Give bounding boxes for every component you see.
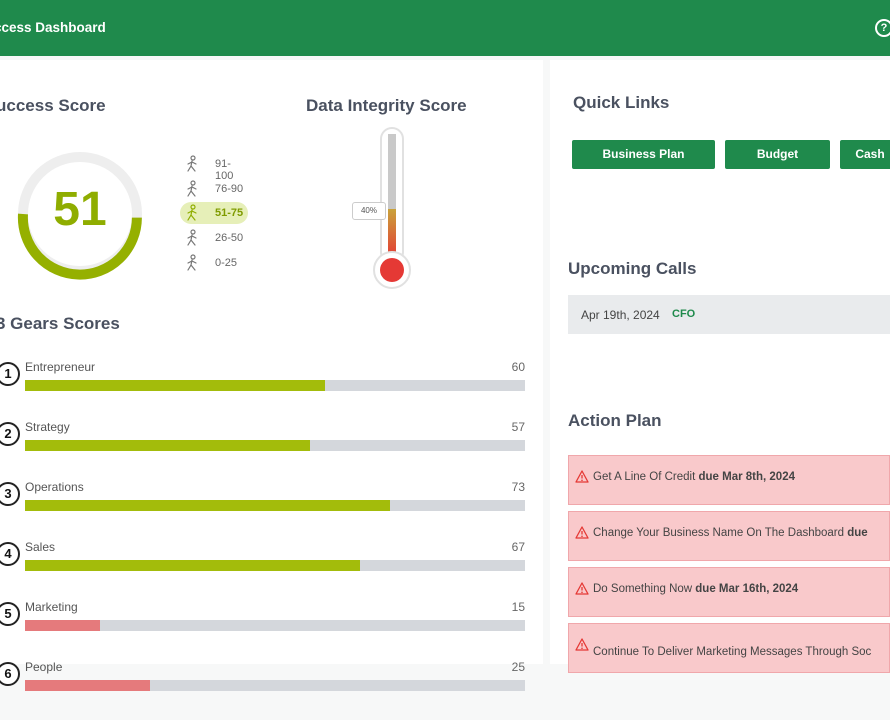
action-text: Do Something Now due Mar 16th, 2024 — [593, 583, 799, 595]
action-item[interactable]: Change Your Business Name On The Dashboa… — [568, 511, 890, 561]
action-item[interactable]: Continue To Deliver Marketing Messages T… — [568, 623, 890, 673]
gear-progress-track — [25, 560, 525, 571]
gear-name: People — [25, 660, 63, 674]
gear-name: Entrepreneur — [25, 360, 96, 374]
help-icon[interactable]: ? — [875, 19, 890, 37]
legend-range-label: 0-25 — [215, 257, 238, 269]
thermometer-tube — [388, 134, 396, 259]
gauge-progress-arc — [17, 213, 142, 280]
gear-score-row: 3 Operations 73 — [0, 480, 543, 540]
thermometer-fill — [388, 209, 396, 259]
budget-button[interactable]: Budget — [725, 140, 830, 169]
gear-progress-fill — [25, 620, 100, 631]
warning-icon — [575, 582, 589, 595]
warning-icon — [575, 526, 589, 539]
gear-value: 73 — [511, 480, 525, 494]
legend-row: 0-25 — [180, 252, 248, 274]
upcoming-calls-title: Upcoming Calls — [568, 259, 697, 278]
quick-links-title: Quick Links — [573, 93, 670, 112]
legend-range-label: 51-75 — [215, 207, 244, 219]
figure-jog-icon — [187, 180, 197, 197]
gear-progress-fill — [25, 500, 390, 511]
gear-score-row: 1 Entrepreneur 60 — [0, 360, 543, 420]
gear-progress-track — [25, 500, 525, 511]
business-plan-button[interactable]: Business Plan — [572, 140, 715, 169]
warning-icon — [575, 470, 589, 483]
gear-score-row: 2 Strategy 57 — [0, 420, 543, 480]
gear-number-icon: 6 — [0, 662, 20, 686]
thermometer-gauge — [373, 127, 411, 289]
gear-number-icon: 3 — [0, 482, 20, 506]
action-item[interactable]: Do Something Now due Mar 16th, 2024 — [568, 567, 890, 617]
figure-crawl-icon — [187, 229, 197, 246]
gears-scores-title: 3 Gears Scores — [0, 314, 120, 333]
call-row[interactable]: Apr 19th, 2024 CFO — [568, 295, 890, 334]
gear-progress-fill — [25, 440, 310, 451]
legend-row: 26-50 — [180, 227, 248, 249]
gear-progress-fill — [25, 680, 150, 691]
success-score-gauge — [17, 152, 142, 280]
legend-row: 51-75 — [180, 202, 248, 224]
figure-run-icon — [187, 155, 197, 172]
success-score-value: 51 — [53, 183, 107, 236]
gear-value: 60 — [511, 360, 525, 374]
integrity-percent-badge: 40% — [352, 202, 386, 220]
gear-progress-track — [25, 380, 525, 391]
cash-button[interactable]: Cash — [840, 140, 890, 169]
gear-number-icon: 4 — [0, 542, 20, 566]
legend-row: 91-100 — [180, 153, 248, 182]
gear-score-row: 6 People 25 — [0, 660, 543, 720]
gear-value: 15 — [511, 600, 525, 614]
legend-range-label: 91-100 — [215, 158, 234, 182]
gear-progress-fill — [25, 560, 360, 571]
gear-progress-track — [25, 620, 525, 631]
gear-name: Marketing — [25, 600, 78, 614]
gear-number-icon: 5 — [0, 602, 20, 626]
action-plan-title: Action Plan — [568, 411, 662, 430]
call-date: Apr 19th, 2024 — [581, 308, 660, 322]
data-integrity-title: Data Integrity Score — [306, 96, 467, 115]
gear-name: Strategy — [25, 420, 70, 434]
gear-value: 25 — [511, 660, 525, 674]
action-text: Change Your Business Name On The Dashboa… — [593, 527, 868, 539]
call-role: CFO — [672, 308, 696, 320]
success-score-title: uccess Score — [0, 96, 106, 115]
top-bar: ccess Dashboard ? — [0, 0, 890, 56]
gear-score-row: 5 Marketing 15 — [0, 600, 543, 660]
gear-score-row: 4 Sales 67 — [0, 540, 543, 600]
page-title: ccess Dashboard — [0, 20, 106, 35]
legend-range-label: 26-50 — [215, 232, 244, 244]
action-text: Continue To Deliver Marketing Messages T… — [593, 646, 872, 658]
gear-number-icon: 1 — [0, 362, 20, 386]
gear-value: 67 — [511, 540, 525, 554]
gear-name: Sales — [25, 540, 56, 554]
gear-progress-fill — [25, 380, 325, 391]
legend-row: 76-90 — [180, 178, 248, 200]
gear-progress-track — [25, 680, 525, 691]
gear-value: 57 — [511, 420, 525, 434]
gear-name: Operations — [25, 480, 84, 494]
warning-icon — [575, 638, 589, 651]
action-item[interactable]: Get A Line Of Credit due Mar 8th, 2024 — [568, 455, 890, 505]
gear-progress-track — [25, 440, 525, 451]
figure-walk-icon — [187, 204, 197, 221]
figure-sit-icon — [187, 254, 197, 271]
legend-range-label: 76-90 — [215, 183, 244, 195]
gear-number-icon: 2 — [0, 422, 20, 446]
action-text: Get A Line Of Credit due Mar 8th, 2024 — [593, 471, 795, 483]
thermometer-bulb — [380, 258, 404, 282]
